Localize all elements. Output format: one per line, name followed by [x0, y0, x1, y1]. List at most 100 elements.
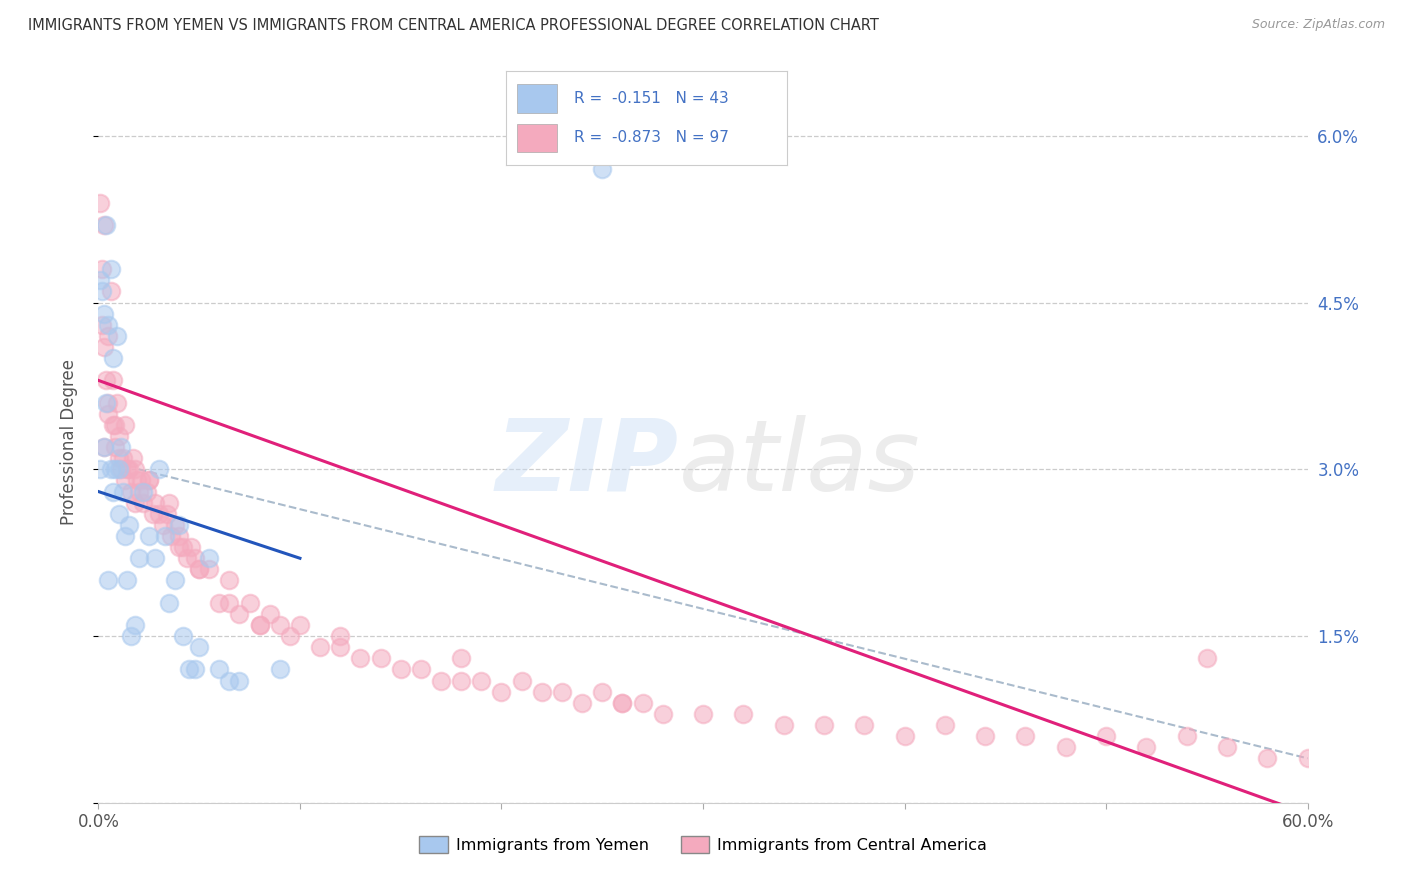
Point	[651, 706, 673, 721]
Point	[249, 618, 271, 632]
Point	[157, 596, 180, 610]
Point	[124, 462, 146, 476]
Point	[692, 706, 714, 721]
Point	[370, 651, 392, 665]
Point	[89, 195, 111, 210]
Point	[163, 574, 186, 588]
Point	[107, 451, 129, 466]
Point	[1014, 729, 1036, 743]
Point	[97, 329, 120, 343]
Text: IMMIGRANTS FROM YEMEN VS IMMIGRANTS FROM CENTRAL AMERICA PROFESSIONAL DEGREE COR: IMMIGRANTS FROM YEMEN VS IMMIGRANTS FROM…	[28, 18, 879, 33]
Text: atlas: atlas	[679, 415, 921, 512]
Point	[813, 718, 835, 732]
Point	[153, 529, 176, 543]
Point	[184, 662, 207, 676]
Point	[143, 551, 166, 566]
Point	[128, 484, 150, 499]
Point	[101, 351, 124, 366]
Point	[631, 696, 654, 710]
Point	[156, 507, 179, 521]
Point	[124, 618, 146, 632]
Point	[118, 462, 141, 476]
Point	[198, 562, 221, 576]
Point	[208, 662, 231, 676]
Point	[1195, 651, 1218, 665]
Point	[114, 529, 136, 543]
Point	[91, 262, 114, 277]
Point	[1054, 740, 1077, 755]
Point	[93, 440, 115, 454]
Point	[491, 684, 513, 698]
Point	[853, 718, 876, 732]
Point	[278, 629, 301, 643]
Point	[111, 484, 134, 499]
Text: R =  -0.873   N = 97: R = -0.873 N = 97	[574, 130, 728, 145]
Point	[129, 474, 152, 488]
Point	[188, 562, 211, 576]
Point	[103, 417, 125, 432]
Point	[167, 517, 190, 532]
Point	[96, 373, 118, 387]
Point	[107, 462, 129, 476]
Point	[179, 662, 201, 676]
Point	[103, 462, 125, 476]
Point	[167, 540, 190, 554]
Point	[591, 162, 613, 177]
Point	[188, 640, 211, 655]
Point	[389, 662, 412, 676]
Point	[1216, 740, 1239, 755]
Point	[228, 607, 250, 621]
Point	[269, 662, 291, 676]
Point	[184, 551, 207, 566]
Point	[96, 395, 118, 409]
Point	[148, 462, 170, 476]
Point	[188, 562, 211, 576]
Point	[89, 462, 111, 476]
Point	[148, 507, 170, 521]
Point	[934, 718, 956, 732]
FancyBboxPatch shape	[517, 85, 557, 112]
Point	[124, 496, 146, 510]
Point	[138, 474, 160, 488]
Point	[470, 673, 492, 688]
Point	[228, 673, 250, 688]
Point	[101, 417, 124, 432]
Point	[105, 395, 128, 409]
Point	[612, 696, 634, 710]
Point	[128, 551, 150, 566]
Point	[208, 596, 231, 610]
Point	[974, 729, 997, 743]
Point	[97, 407, 120, 421]
Point	[125, 474, 148, 488]
Point	[172, 629, 194, 643]
Point	[450, 651, 472, 665]
Point	[218, 574, 240, 588]
Point	[101, 484, 124, 499]
Point	[100, 262, 122, 277]
Point	[135, 484, 157, 499]
Point	[97, 395, 120, 409]
Point	[591, 684, 613, 698]
Point	[163, 517, 186, 532]
Point	[167, 529, 190, 543]
Point	[157, 496, 180, 510]
Point	[103, 440, 125, 454]
Point	[259, 607, 281, 621]
FancyBboxPatch shape	[517, 124, 557, 152]
Point	[893, 729, 915, 743]
Text: R =  -0.151   N = 43: R = -0.151 N = 43	[574, 91, 728, 106]
Point	[1175, 729, 1198, 743]
Point	[114, 417, 136, 432]
Point	[329, 640, 352, 655]
Point	[409, 662, 432, 676]
Point	[612, 696, 634, 710]
Point	[172, 540, 194, 554]
Point	[530, 684, 553, 698]
Point	[269, 618, 291, 632]
Point	[180, 540, 202, 554]
Point	[101, 373, 124, 387]
Y-axis label: Professional Degree: Professional Degree	[59, 359, 77, 524]
Point	[1256, 751, 1278, 765]
Point	[115, 574, 138, 588]
Point	[160, 529, 183, 543]
